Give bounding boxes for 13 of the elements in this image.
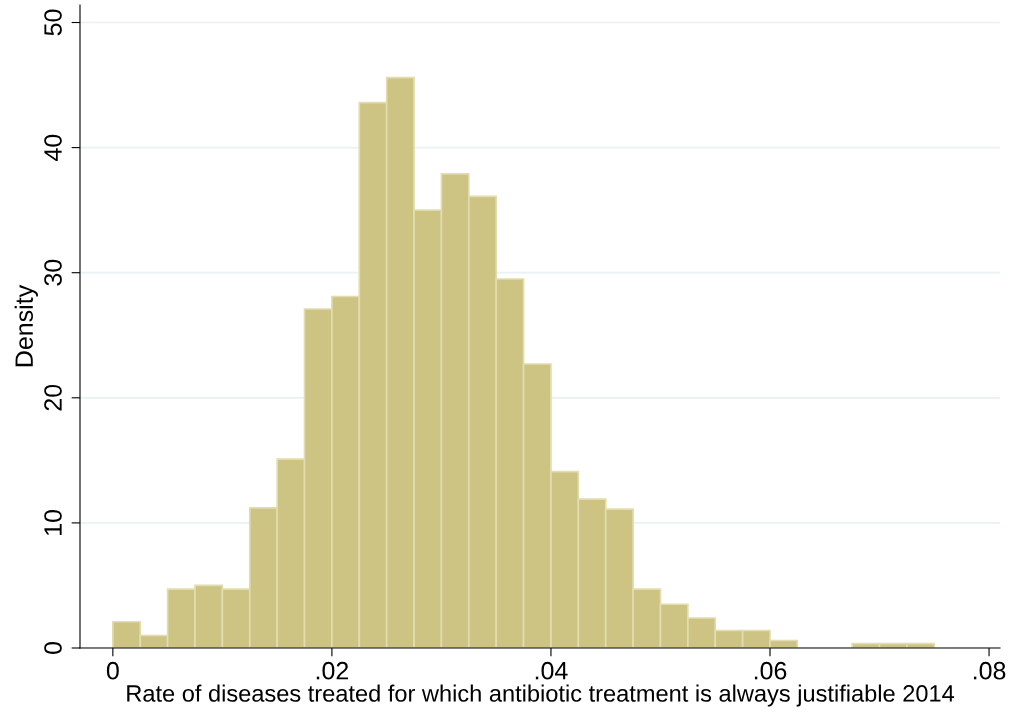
x-axis-title: Rate of diseases treated for which antibiotic treatment is always justifiable 2014 bbox=[127, 684, 955, 707]
x-tick-label: .04 bbox=[535, 661, 568, 680]
y-tick-label: 10 bbox=[44, 509, 62, 535]
y-tick-label: 50 bbox=[44, 9, 62, 36]
y-tick-label: 30 bbox=[44, 259, 62, 286]
x-tick-label: .08 bbox=[973, 661, 1006, 680]
y-tick-label: 0 bbox=[44, 642, 62, 654]
x-tick-label: .02 bbox=[316, 661, 349, 680]
x-tick-label: 0 bbox=[106, 661, 119, 680]
y-tick-label: 20 bbox=[44, 384, 62, 411]
y-tick-label: 40 bbox=[44, 134, 62, 161]
y-axis-title: Density bbox=[14, 284, 38, 367]
x-tick-label: .06 bbox=[754, 661, 787, 680]
